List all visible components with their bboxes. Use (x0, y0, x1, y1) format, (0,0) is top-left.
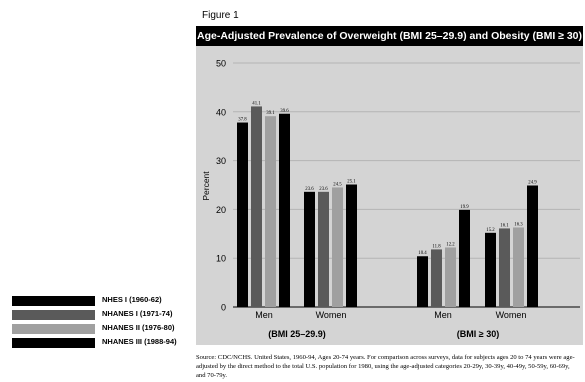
bar (237, 122, 248, 307)
bar (251, 106, 262, 307)
y-tick-label: 10 (216, 254, 226, 264)
y-tick-label: 30 (216, 156, 226, 166)
source-note: Source: CDC/NCHS. United States, 1960-94… (196, 354, 575, 379)
data-label: 39.6 (280, 109, 289, 114)
data-label: 23.6 (305, 187, 314, 192)
y-tick-label: 40 (216, 107, 226, 117)
legend-swatch (12, 296, 95, 306)
bar (499, 228, 510, 307)
legend-label: NHANES III (1988-94) (102, 337, 177, 346)
data-label: 10.4 (418, 251, 427, 256)
y-axis-label: Percent (201, 171, 211, 201)
bar (318, 191, 329, 307)
data-label: 24.9 (528, 180, 537, 185)
legend-label: NHANES II (1976-80) (102, 323, 175, 332)
y-tick-label: 50 (216, 59, 226, 69)
legend-label: NHANES I (1971-74) (102, 309, 173, 318)
legend-label: NHES I (1960-62) (102, 295, 162, 304)
figure-label: Figure 1 (202, 10, 239, 21)
chart-title: Age-Adjusted Prevalence of Overweight (B… (196, 26, 583, 46)
bar (304, 191, 315, 307)
y-tick-label: 20 (216, 205, 226, 215)
data-label: 24.5 (333, 182, 342, 187)
data-label: 39.1 (266, 111, 275, 116)
data-label: 23.6 (319, 187, 328, 192)
data-label: 37.8 (238, 118, 247, 123)
y-tick-label: 0 (221, 303, 226, 313)
data-label: 15.2 (486, 228, 495, 233)
x-tick-label: Men (434, 310, 452, 320)
bar (513, 227, 524, 307)
bar (431, 249, 442, 307)
data-label: 11.8 (432, 244, 441, 249)
bar (459, 209, 470, 307)
bar (485, 232, 496, 307)
data-label: 16.1 (500, 223, 509, 228)
legend-swatch (12, 324, 95, 334)
data-label: 16.3 (514, 222, 523, 227)
bar (279, 113, 290, 307)
bar (346, 184, 357, 307)
bar (265, 116, 276, 307)
data-label: 12.2 (446, 242, 455, 247)
data-label: 41.1 (252, 101, 261, 106)
data-label: 19.9 (460, 205, 469, 210)
legend-swatch (12, 338, 95, 348)
x-tick-label: Men (255, 310, 273, 320)
legend-swatch (12, 310, 95, 320)
group-label: (BMI 25–29.9) (268, 329, 326, 339)
bar (445, 247, 456, 307)
bar (527, 185, 538, 307)
x-tick-label: Women (496, 310, 527, 320)
bar (417, 256, 428, 307)
x-tick-label: Women (316, 310, 347, 320)
data-label: 25.1 (347, 180, 356, 185)
bar (332, 187, 343, 307)
group-label: (BMI ≥ 30) (457, 329, 499, 339)
